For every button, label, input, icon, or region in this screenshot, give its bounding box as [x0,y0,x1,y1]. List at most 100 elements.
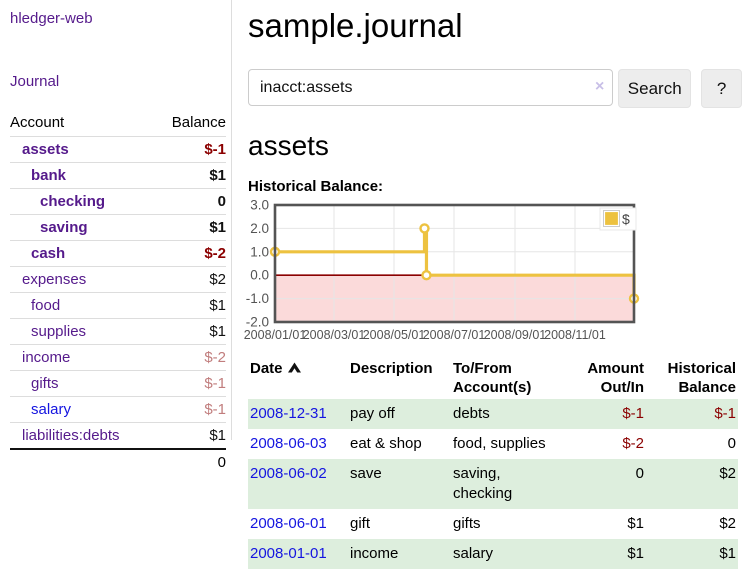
chart-legend: $ [599,207,637,231]
transaction-amount: $1 [627,545,644,562]
account-balance: $1 [209,167,226,184]
account-row: supplies $1 [10,319,226,345]
transaction-date-link[interactable]: 2008-06-01 [250,515,327,532]
register-row: 2008-06-03 eat & shop food, supplies $-2 0 [248,429,738,459]
col-header-date[interactable]: Date [248,357,348,399]
account-link[interactable]: checking [40,193,106,210]
accounts-total-value: 0 [217,454,226,471]
page-title: sample.journal [248,7,463,44]
transaction-balance: $2 [719,515,736,532]
account-balance: $2 [209,271,226,288]
account-link[interactable]: cash [31,245,66,262]
sidebar: hledger-web Journal Account Balance asse… [0,0,232,471]
account-row: saving $1 [10,215,226,241]
transaction-date-link[interactable]: 2008-01-01 [250,545,327,562]
accounts-header-balance: Balance [171,114,226,131]
register-row: 2008-01-01 income salary $1 $1 [248,539,738,569]
transaction-accounts: salary [453,545,494,562]
account-link[interactable]: liabilities:debts [22,427,120,444]
x-axis-tick-label: 2008/03/01 [303,328,366,342]
account-row: checking 0 [10,189,226,215]
y-axis-tick-label: 3.0 [250,198,269,213]
transaction-accounts: gifts [453,515,481,532]
account-link[interactable]: saving [40,219,88,236]
search-button[interactable]: Search [618,69,692,108]
account-heading: assets [248,130,329,161]
transaction-amount: $-1 [622,405,644,422]
account-balance: $-1 [204,141,226,158]
account-row: cash $-2 [10,241,226,267]
account-link[interactable]: bank [31,167,67,184]
transaction-date-link[interactable]: 2008-06-02 [250,465,327,482]
chart-data-marker [419,223,430,234]
x-axis-tick-label: 2008/09/01 [484,328,547,342]
legend-color-swatch [602,209,621,228]
chart-label: Historical Balance: [248,178,384,195]
account-balance: $1 [209,219,226,236]
transaction-date-link[interactable]: 2008-12-31 [250,405,327,422]
transaction-amount: $-2 [622,435,644,452]
account-row: bank $1 [10,163,226,189]
transaction-balance: 0 [727,435,736,452]
transaction-accounts: food, supplies [453,435,546,452]
help-button[interactable]: ? [701,69,742,108]
account-balance: $-2 [204,349,226,366]
account-row: liabilities:debts $1 [10,423,226,448]
transaction-description: pay off [350,405,395,422]
transaction-date-link[interactable]: 2008-06-03 [250,435,327,452]
y-axis-tick-label: 1.0 [250,244,269,259]
transaction-amount: 0 [635,465,644,482]
register-row: 2008-06-02 save saving, checking 0 $2 [248,459,738,509]
legend-label: $ [622,211,630,227]
transaction-amount: $1 [627,515,644,532]
historical-balance-chart[interactable]: $ 3.0 2.0 1.0 0.0 -1.0 -2.02008/01/012008/03/… [244,198,742,348]
account-link[interactable]: income [22,349,71,366]
register-row: 2008-12-31 pay off debts $-1 $-1 [248,399,738,429]
accounts-total-row: 0 [10,448,226,475]
account-link[interactable]: food [31,297,61,314]
account-balance: $-1 [204,375,226,392]
account-link[interactable]: salary [31,401,72,418]
account-row: food $1 [10,293,226,319]
account-balance: $1 [209,323,226,340]
sidebar-item-journal[interactable]: Journal [10,73,60,90]
account-link[interactable]: assets [22,141,69,158]
account-row: income $-2 [10,345,226,371]
app-title-link[interactable]: hledger-web [10,10,93,27]
transaction-description: save [350,465,382,482]
account-row: assets $-1 [10,137,226,163]
transaction-description: gift [350,515,371,532]
x-axis-tick-label: 2008/05/01 [363,328,426,342]
y-axis-tick-label: -1.0 [246,291,269,306]
account-balance: $-1 [204,401,226,418]
transaction-balance: $-1 [714,405,736,422]
account-link[interactable]: gifts [31,375,59,392]
y-axis-tick-label: 0.0 [250,268,269,283]
chevron-up-icon [287,362,301,373]
transaction-accounts: saving, checking [453,465,513,502]
chart-border [273,203,636,324]
account-balance: 0 [217,193,226,210]
col-header-tofrom[interactable]: To/From Account(s) [453,360,532,396]
x-axis-tick-label: 2008/07/01 [423,328,486,342]
transaction-balance: $2 [719,465,736,482]
register-table: Date Description To/From Account(s) Amount Ou… [248,357,738,569]
col-header-description[interactable]: Description [350,360,433,377]
transaction-description: income [350,545,399,562]
account-balance: $1 [209,427,226,444]
account-row: gifts $-1 [10,371,226,397]
col-header-amount[interactable]: Amount Out/In [587,360,644,396]
transaction-description: eat & shop [350,435,422,452]
account-row: expenses $2 [10,267,226,293]
account-link[interactable]: supplies [31,323,87,340]
x-axis-tick-label: 2008/01/01 [244,328,307,342]
chart-data-marker [421,269,432,281]
account-link[interactable]: expenses [22,271,87,288]
search-form: × Search ? [248,69,742,108]
col-header-historical[interactable]: Historical Balance [667,360,736,396]
clear-search-icon[interactable]: × [595,78,605,95]
transaction-balance: $1 [719,545,736,562]
accounts-table-header: Account Balance [10,111,226,137]
search-input[interactable] [248,69,614,106]
register-row: 2008-06-01 gift gifts $1 $2 [248,509,738,539]
